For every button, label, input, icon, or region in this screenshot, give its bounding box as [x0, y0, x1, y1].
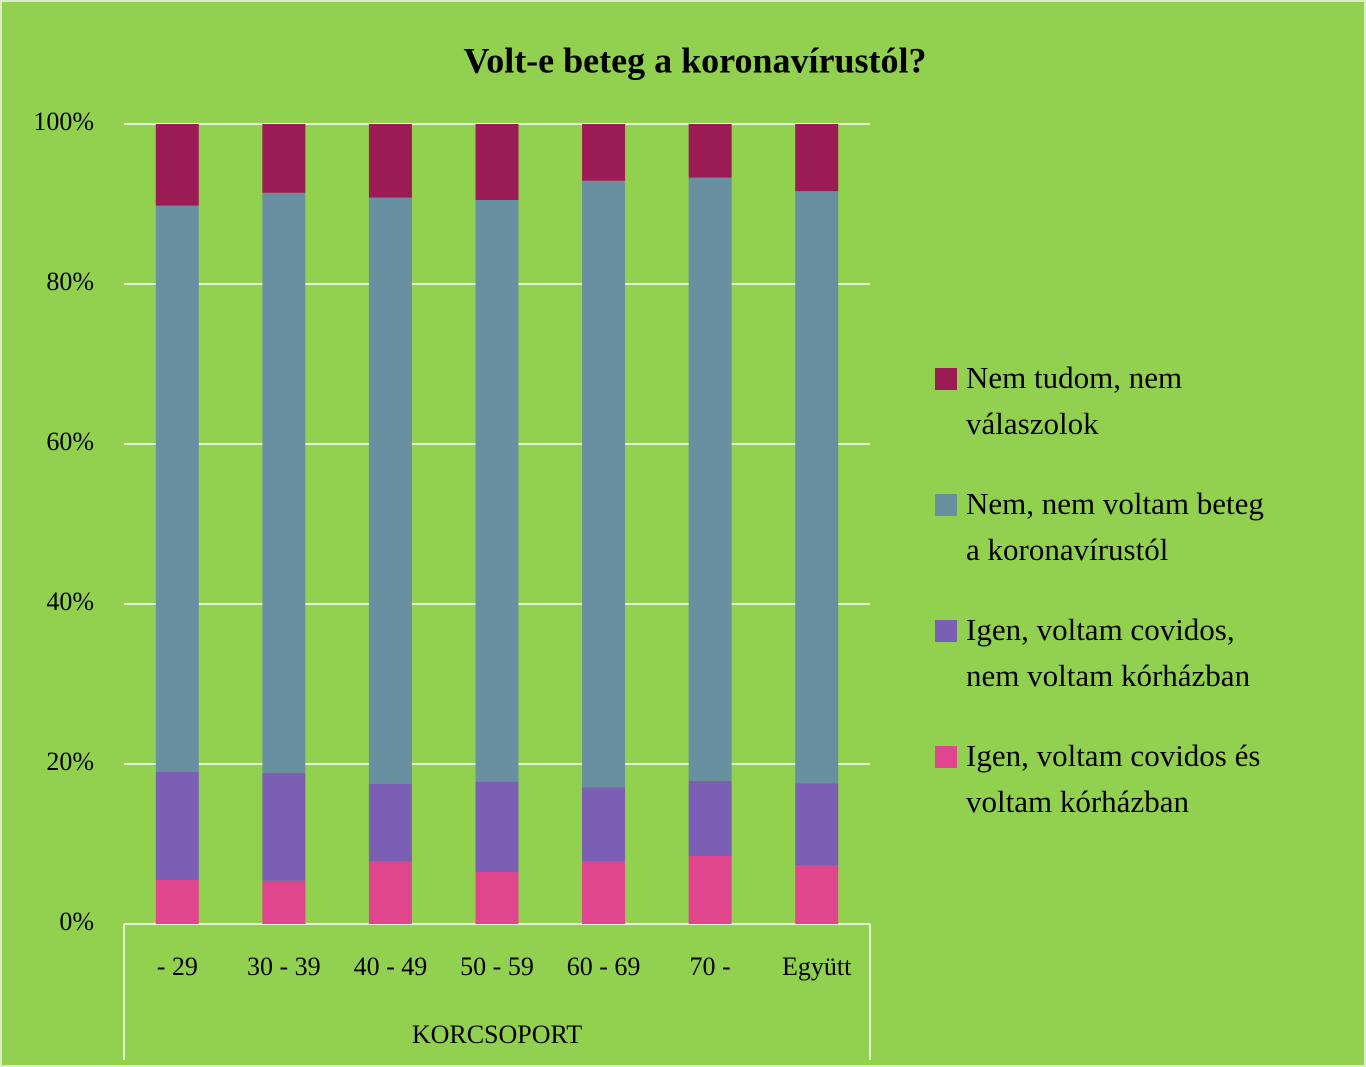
bar-segment	[155, 205, 199, 773]
bar-segment	[795, 191, 839, 784]
legend-label: Nem, nem voltam beteg a koronavírustól	[966, 486, 1264, 567]
bar-segment	[368, 784, 412, 862]
bar-segment	[795, 865, 839, 924]
x-tick-label: 30 - 39	[247, 952, 321, 981]
legend-swatch	[935, 620, 957, 642]
legend-item: Nem, nem voltam beteg a koronavírustól	[935, 481, 1275, 573]
legend-item: Igen, voltam covidos, nem voltam kórházb…	[935, 607, 1275, 699]
bar-segment	[582, 787, 626, 862]
y-tick-label: 20%	[46, 747, 94, 776]
x-tick-label: Együtt	[782, 952, 852, 981]
bar-segment	[155, 124, 199, 206]
bar-segment	[368, 861, 412, 924]
y-tick-label: 40%	[46, 587, 94, 616]
x-axis-label: KORCSOPORT	[412, 1020, 582, 1049]
legend-label: Nem tudom, nem válaszolok	[966, 360, 1183, 441]
bar-segment	[155, 880, 199, 924]
bar-segment	[582, 180, 626, 788]
bar-segment	[368, 124, 412, 198]
bar-segment	[262, 192, 306, 773]
bar-segment	[262, 772, 306, 881]
bar-segment	[368, 197, 412, 785]
bar-segment	[475, 124, 519, 200]
legend-swatch	[935, 368, 957, 390]
bar-segment	[475, 781, 519, 872]
x-tick-label: - 29	[157, 952, 198, 981]
x-tick-label: 50 - 59	[460, 952, 534, 981]
bar-segment	[688, 124, 732, 178]
legend-label: Igen, voltam covidos és voltam kórházban	[966, 738, 1261, 819]
y-tick-label: 80%	[46, 267, 94, 296]
legend-item: Igen, voltam covidos és voltam kórházban	[935, 733, 1275, 825]
y-tick-label: 0%	[59, 907, 94, 936]
legend-swatch	[935, 746, 957, 768]
bar-segment	[155, 772, 199, 880]
y-tick-label: 60%	[46, 427, 94, 456]
bar-segment	[475, 872, 519, 924]
bar-segment	[582, 124, 626, 181]
chart-title: Volt-e beteg a koronavírustól?	[464, 40, 927, 80]
legend-swatch	[935, 494, 957, 516]
bar-segment	[582, 861, 626, 924]
legend-item: Nem tudom, nem válaszolok	[935, 355, 1275, 447]
x-tick-label: 40 - 49	[354, 952, 428, 981]
y-tick-label: 100%	[33, 107, 94, 136]
bar-segment	[262, 880, 306, 924]
x-tick-label: 70 -	[690, 952, 731, 981]
bar-segment	[688, 856, 732, 924]
x-tick-label: 60 - 69	[567, 952, 641, 981]
bar-segment	[688, 780, 732, 856]
bar-segment	[795, 783, 839, 866]
bar-segment	[262, 124, 306, 193]
bar-segment	[795, 124, 839, 192]
bar-segment	[475, 200, 519, 782]
bar-segment	[688, 177, 732, 781]
legend-label: Igen, voltam covidos, nem voltam kórházb…	[966, 612, 1251, 693]
